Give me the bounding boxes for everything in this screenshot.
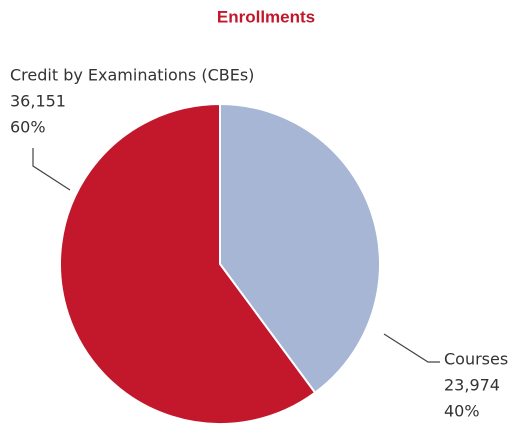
pie [59,102,381,425]
slice-label: Courses [444,350,508,369]
chart-title: Enrollments [217,7,315,26]
leader-line [383,333,440,363]
slice-percent: 60% [10,118,46,137]
pie-slice [59,102,317,425]
slice-value: 23,974 [444,376,500,395]
pie-slice [219,102,381,395]
leader-line [32,148,71,191]
slice-percent: 40% [444,402,480,421]
slice-label: Credit by Examinations (CBEs) [10,66,254,85]
slice-value: 36,151 [10,92,66,111]
